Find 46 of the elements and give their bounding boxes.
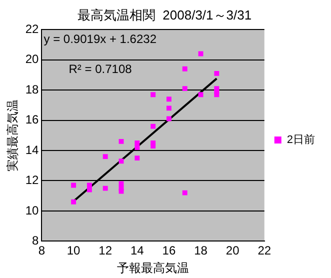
- legend-label: 2日前: [286, 134, 316, 146]
- point: [166, 96, 172, 102]
- y-tick-label: 18: [25, 82, 40, 96]
- chart-title: 最高気温相関 2008/3/1～3/31: [77, 7, 252, 22]
- y-tick-label: 22: [25, 22, 40, 36]
- y-tick-label: 8: [32, 234, 40, 248]
- x-tick-label: 12: [98, 244, 112, 258]
- point: [118, 138, 124, 144]
- annotation: y = 0.9019x + 1.6232: [44, 32, 157, 46]
- point: [182, 66, 188, 72]
- y-axis-title: 実績最高気温: [6, 99, 20, 172]
- point: [71, 199, 76, 204]
- x-axis-title: 予報最高気温: [117, 261, 190, 276]
- point: [86, 187, 92, 192]
- x-tick-label: 22: [258, 244, 272, 258]
- y-tick-label: 20: [25, 52, 40, 66]
- point: [198, 92, 204, 98]
- y-tick-label: 12: [25, 173, 40, 188]
- x-tick-label: 16: [162, 244, 176, 258]
- point: [198, 51, 204, 56]
- point: [182, 190, 188, 196]
- point: [118, 188, 124, 194]
- point: [86, 182, 92, 188]
- point: [71, 182, 76, 188]
- point: [134, 145, 140, 150]
- point: [166, 106, 172, 111]
- annotation: R² = 0.7108: [68, 62, 132, 76]
- x-tick-label: 10: [66, 244, 81, 258]
- point: [102, 154, 108, 160]
- point: [182, 86, 188, 92]
- x-tick-label: 14: [130, 244, 144, 258]
- point: [134, 156, 140, 161]
- point: [150, 144, 156, 148]
- y-tick-label: 14: [25, 142, 40, 157]
- point: [118, 158, 124, 164]
- point: [150, 124, 156, 129]
- x-tick-label: 20: [226, 244, 240, 258]
- point: [150, 92, 156, 98]
- point: [102, 186, 108, 191]
- point: [214, 70, 220, 76]
- point: [214, 92, 220, 98]
- y-tick-label: 16: [25, 112, 40, 127]
- x-tick-label: 18: [194, 244, 208, 258]
- y-tick-label: 10: [25, 203, 40, 218]
- point: [134, 140, 140, 146]
- point: [166, 116, 172, 122]
